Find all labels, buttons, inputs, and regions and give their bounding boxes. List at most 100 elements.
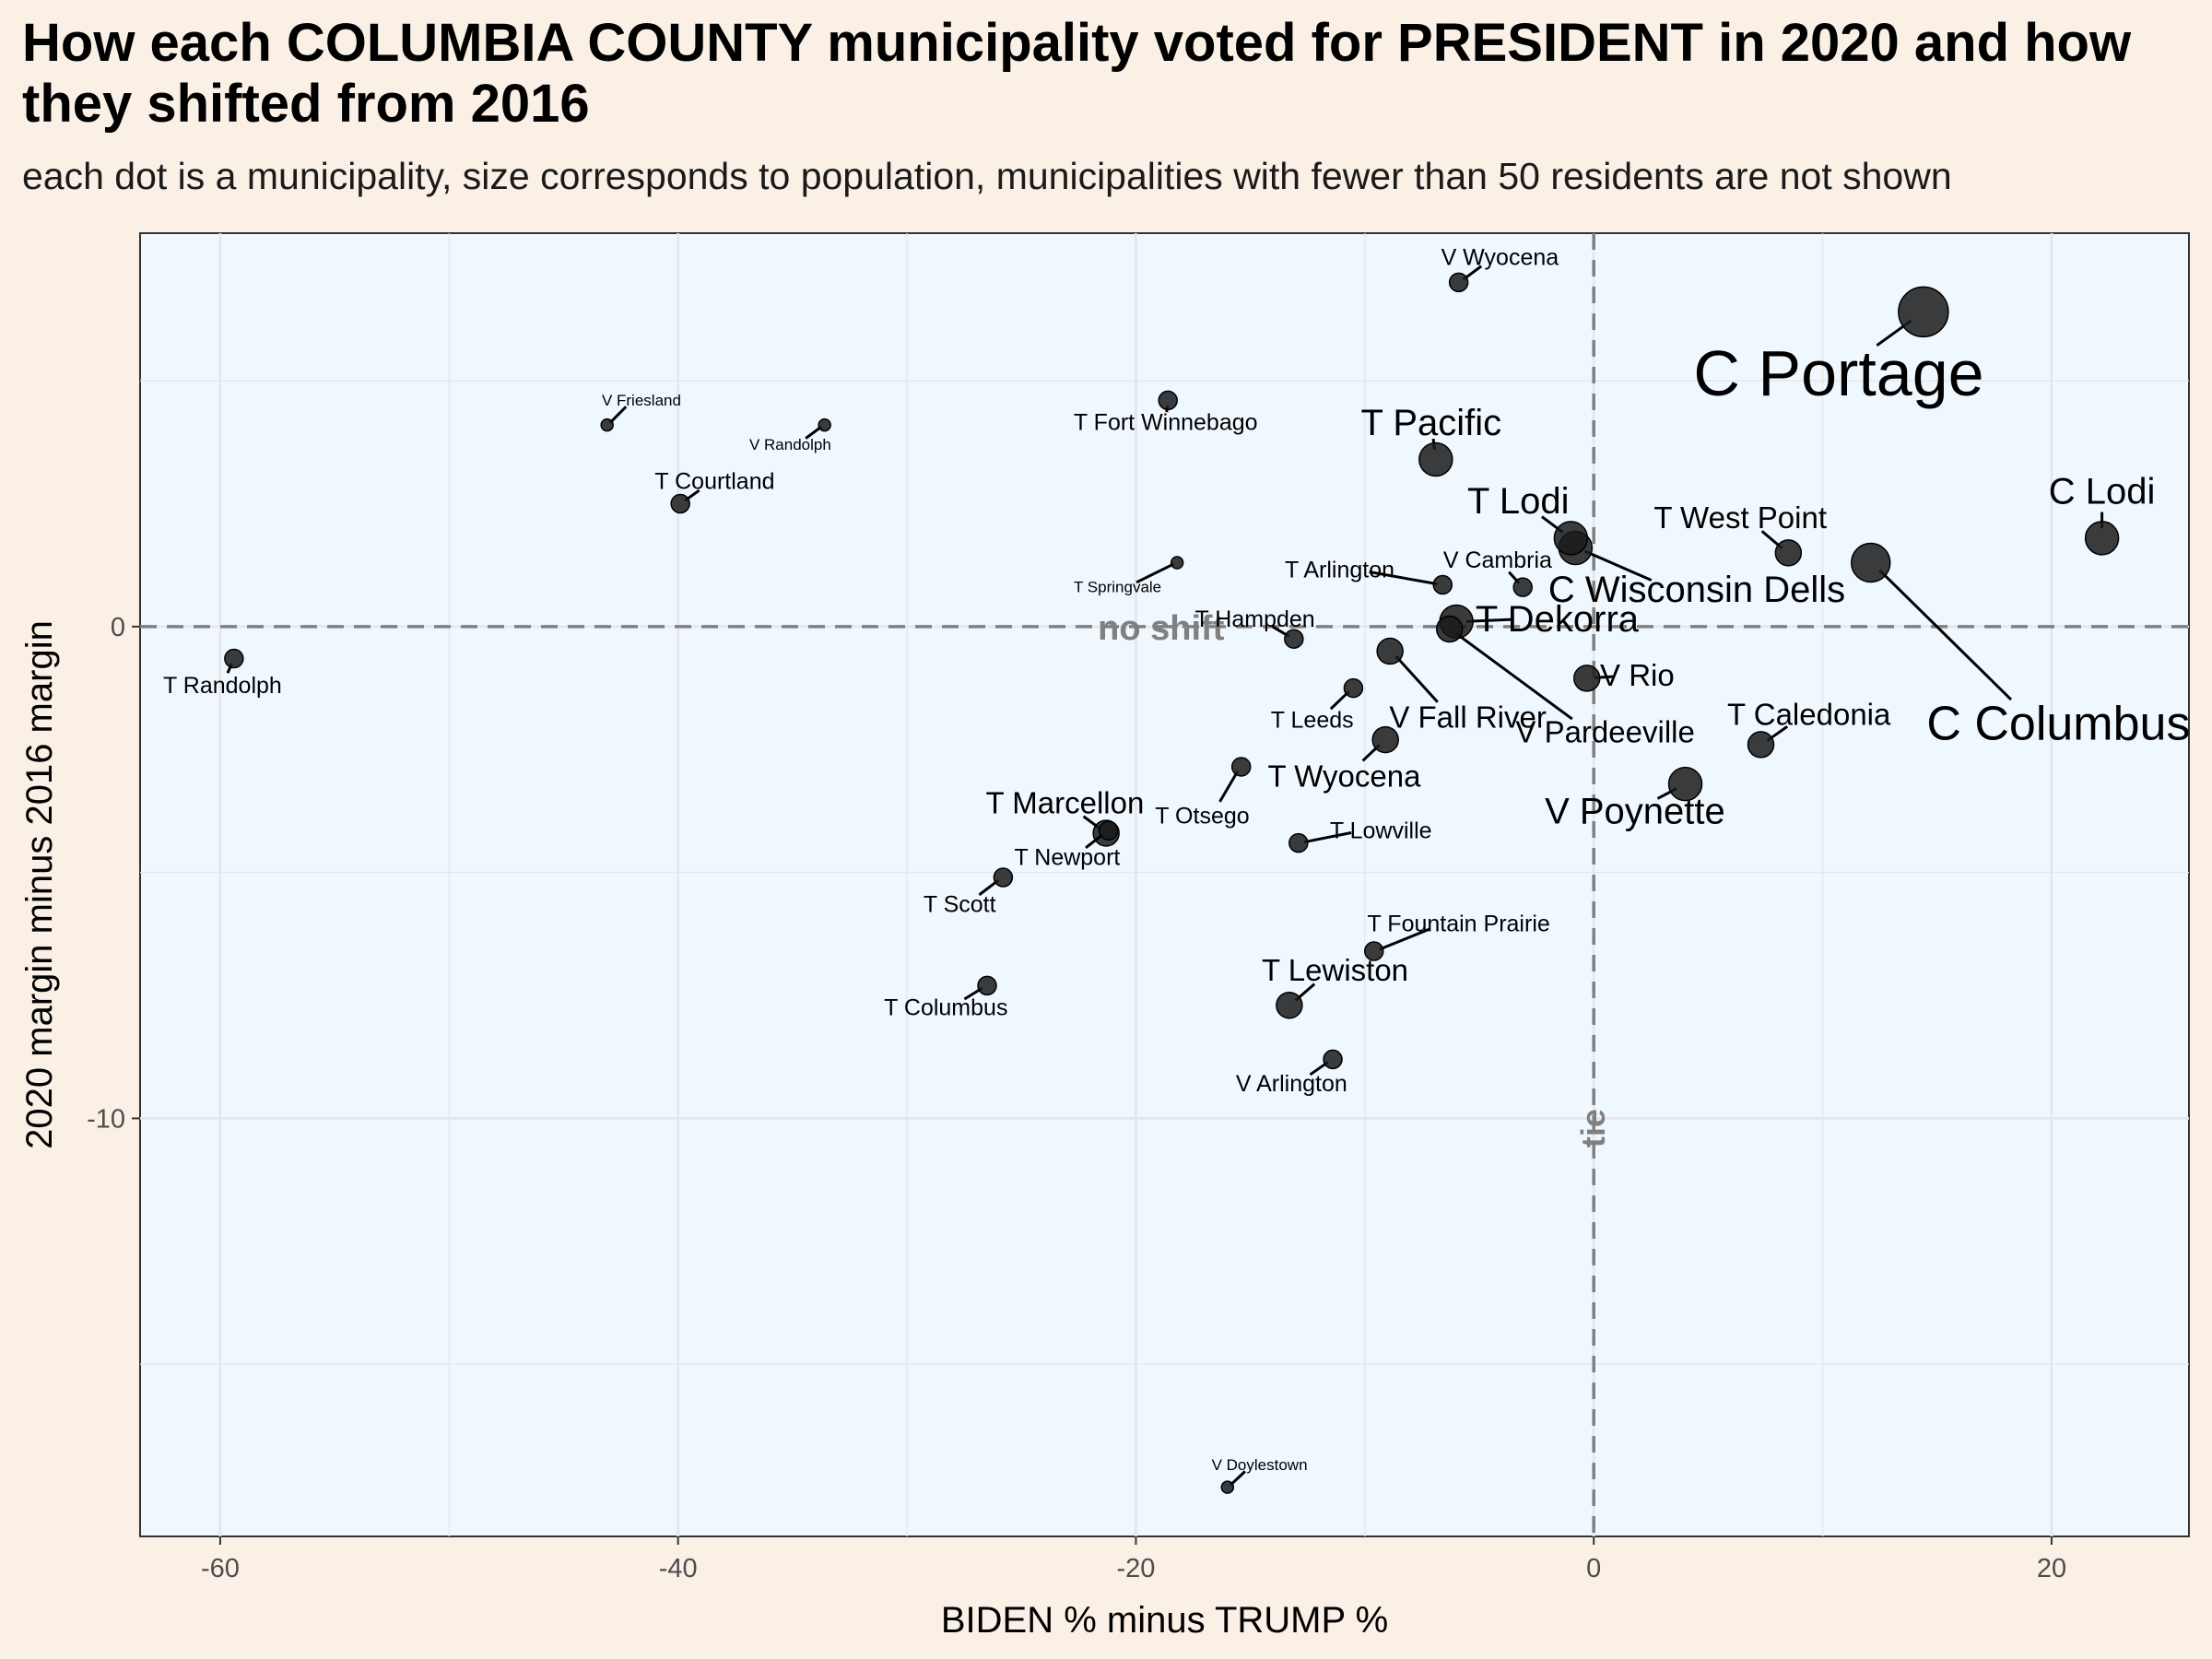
point-marker [1284, 629, 1304, 649]
axes: -60 -40 -20 0 20 -10 0 [87, 613, 2066, 1583]
point-label: V Poynette [1545, 791, 1725, 831]
data-point: T Caledonia [1727, 698, 1891, 759]
data-point: C Lodi [2049, 471, 2156, 556]
data-point: T Fort Winnebago [1074, 390, 1258, 435]
point-label: T Marcellon [986, 786, 1145, 820]
point-label: T Fort Winnebago [1074, 409, 1258, 435]
point-marker [1747, 731, 1775, 759]
point-label: V Pardeeville [1515, 714, 1694, 748]
point-label: T Lodi [1467, 481, 1569, 522]
point-label: V Friesland [602, 392, 681, 409]
data-point: T Lowville [1288, 818, 1432, 853]
point-label: T Otsego [1155, 803, 1249, 829]
point-marker [1432, 574, 1453, 595]
plot-panel [139, 232, 2190, 1537]
point-marker [1288, 832, 1309, 853]
label-leader-line [1218, 770, 1240, 803]
point-label: T Dekorra [1476, 599, 1640, 640]
point-marker [1220, 1480, 1235, 1494]
point-label: T Pacific [1361, 403, 1502, 443]
data-point: V Cambria [1443, 547, 1552, 597]
point-label: C Portage [1693, 337, 1983, 409]
point-label: V Fall River [1389, 700, 1547, 734]
point-marker [1448, 272, 1469, 293]
data-points: C Portage C Columbus C Lodi C Wisconsin Del… [163, 245, 2190, 1494]
point-marker [1276, 991, 1303, 1019]
point-label: V Rio [1600, 658, 1675, 692]
data-point: T Randolph [163, 648, 282, 699]
point-marker [1343, 677, 1364, 699]
y-tick-label: 0 [111, 613, 125, 642]
point-label: T Arlington [1285, 558, 1394, 583]
point-marker [1376, 637, 1404, 665]
point-label: T Scott [924, 891, 996, 917]
point-label: C Wisconsin Dells [1548, 570, 1845, 610]
point-marker [1098, 820, 1119, 841]
point-marker [1851, 542, 1891, 583]
point-label: V Randolph [749, 436, 831, 453]
data-point: T Fountain Prairie [1364, 912, 1550, 961]
x-axis-title: BIDEN % minus TRUMP % [941, 1600, 1388, 1641]
data-point: C Columbus [1851, 542, 2190, 751]
data-point: T Lodi [1467, 481, 1589, 556]
data-point: V Wyocena [1441, 245, 1559, 293]
label-leader-line [1878, 569, 2013, 701]
point-label: V Doylestown [1212, 1456, 1308, 1474]
point-label: T Fountain Prairie [1368, 912, 1550, 937]
x-tick-label: 20 [2037, 1554, 2066, 1583]
point-label: T Caledonia [1727, 698, 1891, 732]
label-leader-line [1394, 654, 1439, 703]
point-marker [993, 867, 1014, 888]
data-point: C Portage [1693, 286, 1984, 409]
point-marker [224, 648, 244, 669]
y-axis-title: 2020 margin minus 2016 margin [19, 620, 60, 1149]
point-marker [670, 493, 690, 514]
tie-label: tie [1574, 1109, 1612, 1147]
data-point: C Wisconsin Dells [1548, 530, 1845, 610]
point-marker [1553, 521, 1589, 556]
x-tick-label: -40 [659, 1554, 698, 1583]
label-leader-line [608, 406, 628, 424]
point-label: T Wyocena [1267, 759, 1421, 793]
point-label: T Hampden [1195, 606, 1315, 632]
data-point: T Arlington [1285, 558, 1453, 595]
point-marker [1898, 286, 1949, 338]
point-marker [2084, 521, 2120, 556]
data-point: T Columbus [884, 975, 1007, 1020]
point-marker [1158, 390, 1178, 411]
point-marker [977, 975, 997, 996]
data-point: V Friesland [600, 392, 681, 432]
data-point: V Poynette [1545, 766, 1725, 831]
data-point: T Otsego [1155, 757, 1252, 829]
x-tick-label: -60 [201, 1554, 240, 1583]
point-marker [1364, 941, 1384, 961]
label-leader-line [1135, 562, 1175, 584]
data-point: V Fall River [1376, 637, 1547, 734]
point-marker [1230, 757, 1252, 777]
point-label: T Newport [1015, 845, 1121, 871]
y-tick-label: -10 [87, 1104, 125, 1134]
point-marker [1323, 1049, 1343, 1070]
point-marker [1573, 665, 1601, 692]
point-label: T Courtland [654, 468, 774, 494]
point-marker [1418, 441, 1453, 477]
data-point: T Springvale [1074, 556, 1184, 596]
no-shift-label: no shift [1098, 609, 1225, 648]
label-leader-line [1229, 1470, 1246, 1487]
point-marker [1435, 615, 1464, 643]
data-point: V Randolph [749, 418, 831, 453]
x-tick-label: 0 [1586, 1554, 1601, 1583]
point-marker [1512, 577, 1533, 597]
data-point: T Leeds [1271, 677, 1364, 733]
data-point: T Scott [924, 867, 1014, 917]
label-leader-line [1369, 571, 1438, 586]
point-label: V Wyocena [1441, 245, 1559, 271]
point-label: C Lodi [2049, 471, 2156, 512]
x-tick-label: -20 [1116, 1554, 1155, 1583]
point-label: T Randolph [163, 673, 282, 699]
point-marker [1667, 766, 1703, 802]
point-label: T Lewiston [1262, 953, 1408, 987]
chart-subtitle: each dot is a municipality, size corresp… [22, 155, 1952, 197]
point-label: T Leeds [1271, 707, 1354, 733]
